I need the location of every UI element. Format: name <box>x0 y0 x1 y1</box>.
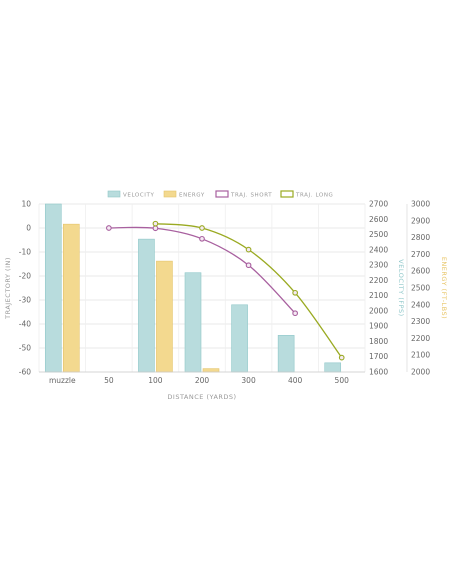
legend-swatch-energy <box>163 190 177 198</box>
traj-long-point <box>338 354 345 361</box>
velocity-bar <box>324 362 342 373</box>
traj-long-point <box>199 225 205 231</box>
legend-swatch-traj-long <box>280 190 294 198</box>
traj-long-line <box>155 223 343 358</box>
energy-tick-label: 2000 <box>411 368 430 377</box>
trajectory-tick-label: -60 <box>19 368 31 377</box>
velocity-tick-label: 2400 <box>369 245 388 254</box>
velocity-bar <box>277 335 295 373</box>
velocity-tick-label: 1900 <box>369 322 388 331</box>
traj-long-point <box>292 289 298 296</box>
trajectory-tick-label: -10 <box>19 248 31 257</box>
traj-short-point <box>152 225 159 232</box>
energy-tick-label: 2600 <box>411 267 430 276</box>
velocity-bar <box>44 203 62 373</box>
traj-short-point <box>199 235 205 242</box>
x-axis-title: DISTANCE (YARDS) <box>167 393 236 401</box>
velocity-tick-label: 2500 <box>369 230 388 239</box>
traj-long-point <box>245 246 252 253</box>
velocity-tick-label: 2300 <box>369 261 388 270</box>
trajectory-tick-label: -20 <box>19 272 31 281</box>
velocity-tick-label: 2100 <box>369 291 388 300</box>
energy-tick-label: 3000 <box>411 200 430 209</box>
velocity-bar <box>184 272 202 373</box>
x-tick-label: 100 <box>148 376 163 385</box>
energy-tick-label: 2500 <box>411 284 430 293</box>
velocity-tick-label: 1800 <box>369 337 388 346</box>
velocity-bar <box>231 304 248 373</box>
traj-short-point <box>106 225 112 231</box>
traj-short-point <box>292 310 298 317</box>
x-tick-label: 50 <box>104 376 114 385</box>
energy-tick-label: 2700 <box>411 250 430 259</box>
energy-tick-label: 2100 <box>411 351 430 360</box>
velocity-bar <box>138 238 155 373</box>
velocity-axis-title: VELOCITY (FPS) <box>397 259 405 316</box>
velocity-tick-label: 1600 <box>369 368 388 377</box>
legend-label: TRAJ. SHORT <box>230 193 272 199</box>
legend-swatch-traj-short <box>215 190 229 198</box>
energy-bar <box>62 223 80 373</box>
energy-bar <box>156 260 173 373</box>
x-tick-label: 300 <box>241 376 256 385</box>
legend-swatch-velocity <box>107 190 121 198</box>
energy-tick-label: 2200 <box>411 334 430 343</box>
x-tick-label: 400 <box>288 376 303 385</box>
trajectory-tick-label: -40 <box>19 320 31 329</box>
x-tick-label: muzzle <box>49 376 76 385</box>
energy-axis-title: ENERGY (FT-LBS) <box>440 257 448 319</box>
velocity-tick-label: 2000 <box>369 306 388 315</box>
trajectory-tick-label: 0 <box>26 224 31 233</box>
trajectory-tick-label: -50 <box>19 344 31 353</box>
energy-tick-label: 2300 <box>411 317 430 326</box>
legend-label: TRAJ. LONG <box>295 193 333 199</box>
energy-bar <box>202 368 220 373</box>
traj-short-point <box>245 262 252 269</box>
velocity-tick-label: 2600 <box>369 215 388 224</box>
velocity-tick-label: 1700 <box>369 352 388 361</box>
x-tick-label: 500 <box>335 376 350 385</box>
velocity-tick-label: 2700 <box>369 200 388 209</box>
trajectory-tick-label: 10 <box>21 200 31 209</box>
velocity-tick-label: 2200 <box>369 276 388 285</box>
energy-tick-label: 2800 <box>411 233 430 242</box>
trajectory-tick-label: -30 <box>19 296 31 305</box>
traj-long-point <box>152 220 159 227</box>
x-tick-label: 200 <box>195 376 210 385</box>
legend-label: VELOCITY <box>123 193 154 199</box>
trajectory-axis-title: TRAJECTORY (IN) <box>4 257 12 320</box>
energy-tick-label: 2400 <box>411 300 430 309</box>
legend-label: ENERGY <box>179 193 205 199</box>
energy-tick-label: 2900 <box>411 216 430 225</box>
